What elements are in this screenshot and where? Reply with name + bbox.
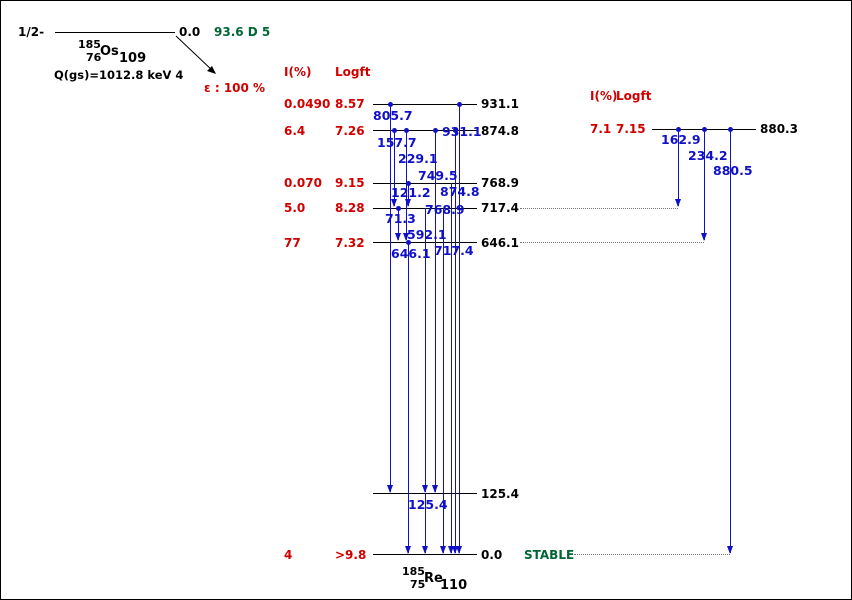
parent-spin: 1/2- (18, 25, 45, 39)
side-logft-header: Logft (616, 89, 652, 103)
gamma-label-125: 125.4 (408, 497, 448, 512)
gamma-label-874: 874.8 (440, 184, 480, 199)
level-line-931 (373, 104, 477, 105)
gamma-label-805: 805.7 (373, 108, 413, 123)
side-level-logft: 7.15 (616, 122, 646, 136)
intensity-header: I(%) (284, 65, 312, 79)
decay-mode: ε : 100 % (204, 81, 266, 95)
level-logft-931: 8.57 (335, 97, 365, 111)
level-logft-ground: >9.8 (335, 548, 367, 562)
gamma-label-71: 71.3 (385, 211, 416, 226)
level-logft-874: 7.26 (335, 124, 365, 138)
level-energy-874: 874.8 (481, 124, 519, 138)
gamma-arrow-880 (727, 129, 733, 554)
parent-energy: 0.0 (179, 25, 201, 39)
side-level-energy: 880.3 (760, 122, 798, 136)
gamma-label-749: 749.5 (418, 168, 458, 183)
level-energy-768: 768.9 (481, 176, 519, 190)
gamma-arrow-162 (675, 129, 681, 207)
gamma-label-880: 880.5 (713, 163, 753, 178)
daughter-nuclide: 185 75 Re 110 (402, 565, 472, 595)
logft-header: Logft (335, 65, 371, 79)
level-line-768 (373, 183, 477, 184)
level-line-ground (373, 554, 477, 555)
gamma-label-646: 646.1 (391, 246, 431, 261)
dotted-link-717 (520, 208, 678, 209)
level-logft-768: 9.15 (335, 176, 365, 190)
gamma-label-121: 121.2 (391, 185, 431, 200)
daughter-z: 75 (410, 578, 426, 591)
gamma-arrow-717 (440, 208, 446, 554)
gamma-label-768: 768.9 (425, 202, 465, 217)
parent-nuclide: 185 76 Os 109 (78, 38, 148, 66)
parent-mass: 185 (78, 38, 101, 51)
gamma-arrow-931 (456, 104, 462, 554)
side-intensity-header: I(%) (590, 89, 618, 103)
level-energy-717: 717.4 (481, 201, 519, 215)
gamma-arrow-157 (391, 130, 397, 207)
dotted-link-646 (520, 242, 704, 243)
gamma-arrow-874 (452, 130, 458, 554)
daughter-mass: 185 (402, 565, 425, 578)
level-logft-717: 8.28 (335, 201, 365, 215)
level-energy-931: 931.1 (481, 97, 519, 111)
level-energy-646: 646.1 (481, 236, 519, 250)
q-value: Q(gs)=1012.8 keV 4 (54, 68, 184, 82)
parent-halflife: 93.6 D 5 (214, 25, 271, 39)
gamma-label-931: 931.1 (442, 124, 482, 139)
gamma-label-157: 157.7 (377, 135, 417, 150)
gamma-arrow-121 (405, 183, 411, 207)
daughter-n: 110 (440, 578, 468, 593)
level-intensity-931: 0.0490 (284, 97, 331, 111)
gamma-arrow-125 (422, 493, 428, 554)
level-line-874 (373, 130, 477, 131)
gamma-arrow-592 (422, 208, 428, 493)
parent-level-line (55, 32, 175, 33)
level-logft-646: 7.32 (335, 236, 365, 250)
gamma-label-229: 229.1 (398, 151, 438, 166)
decay-arrow (175, 35, 216, 74)
daughter-symbol: Re (424, 571, 443, 586)
gamma-arrow-234 (701, 129, 707, 241)
parent-z: 76 (86, 51, 102, 64)
gamma-arrow-768 (448, 183, 454, 554)
gamma-label-234: 234.2 (688, 148, 728, 163)
gamma-arrow-71 (395, 208, 401, 241)
gamma-label-162: 162.9 (661, 132, 701, 147)
gamma-label-592: 592.1 (407, 227, 447, 242)
level-intensity-874: 6.4 (284, 124, 306, 138)
level-intensity-768: 0.070 (284, 176, 322, 190)
parent-symbol: Os (100, 44, 119, 59)
level-intensity-717: 5.0 (284, 201, 306, 215)
gamma-arrow-805 (387, 104, 393, 493)
gamma-arrow-749 (432, 130, 438, 493)
stable-label: STABLE (524, 548, 575, 562)
gamma-arrow-646 (405, 242, 411, 554)
level-energy-125: 125.4 (481, 487, 519, 501)
side-level-intensity: 7.1 (590, 122, 612, 136)
level-energy-ground: 0.0 (481, 548, 503, 562)
dotted-link-ground (574, 554, 730, 555)
level-intensity-646: 77 (284, 236, 301, 250)
parent-n: 109 (119, 51, 147, 66)
level-intensity-ground: 4 (284, 548, 293, 562)
gamma-label-717: 717.4 (434, 243, 474, 258)
